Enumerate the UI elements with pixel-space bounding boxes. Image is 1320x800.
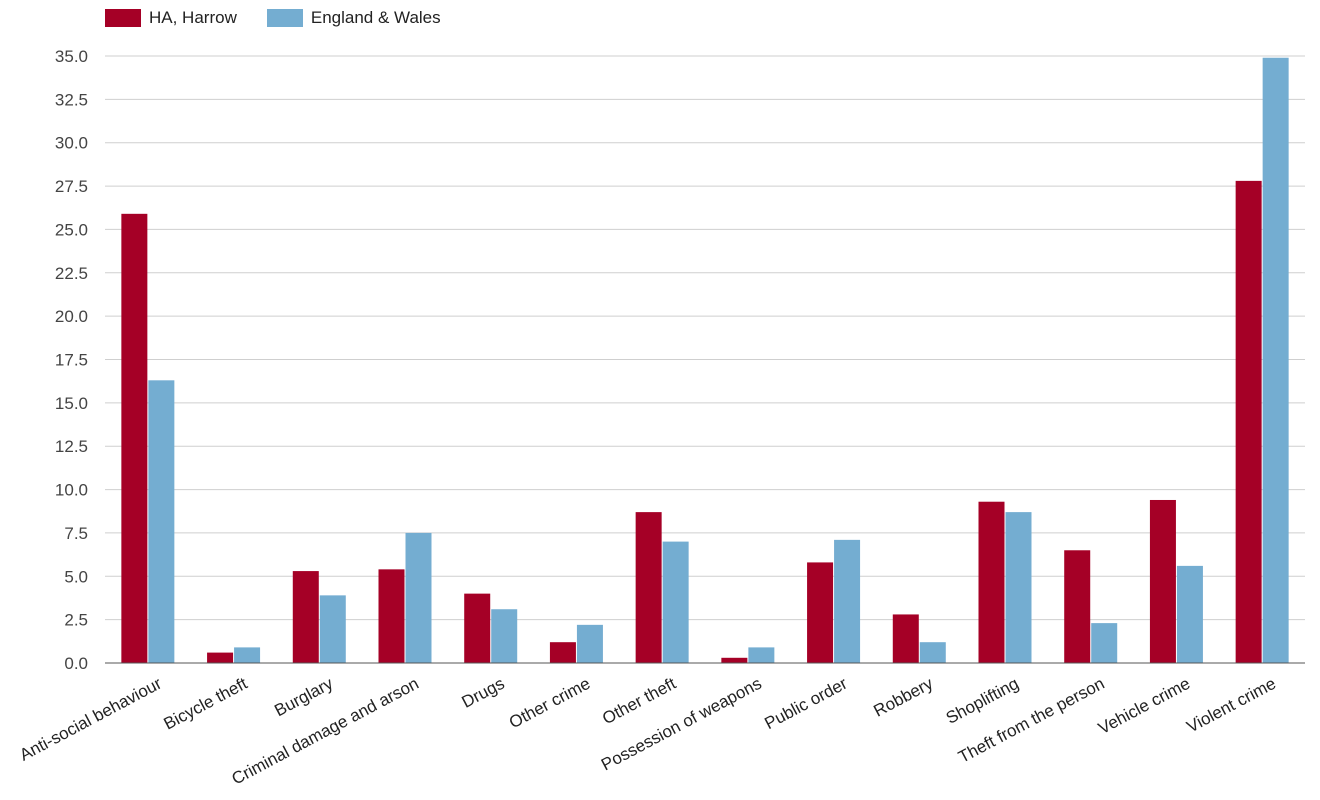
y-tick-label: 7.5 [64,524,88,543]
x-category-label: Vehicle crime [1095,674,1193,738]
legend-item-england-wales[interactable]: England & Wales [266,8,441,28]
bar-harrow [549,642,576,663]
y-tick-label: 5.0 [64,567,88,586]
bar-harrow [807,562,834,663]
x-category-label: Drugs [459,674,508,712]
x-category-label: Shoplifting [943,674,1022,728]
bar-england-wales [234,647,261,663]
legend: HA, Harrow England & Wales [105,8,441,28]
x-category-label: Burglary [271,674,336,721]
bar-harrow [721,657,748,663]
y-tick-label: 20.0 [55,307,88,326]
x-category-label: Bicycle theft [161,674,251,734]
y-tick-label: 35.0 [55,47,88,66]
bar-england-wales [319,595,346,663]
y-tick-label: 10.0 [55,481,88,500]
x-category-label: Other crime [506,674,593,732]
y-tick-label: 25.0 [55,220,88,239]
x-category-label: Theft from the person [955,674,1107,767]
y-tick-label: 15.0 [55,394,88,413]
y-tick-label: 17.5 [55,351,88,370]
y-tick-label: 22.5 [55,264,88,283]
bar-england-wales [834,539,861,663]
bar-harrow [1235,180,1262,663]
bar-harrow [292,571,319,663]
bar-england-wales [405,532,432,663]
bar-england-wales [748,647,775,663]
legend-swatch-england-wales [266,9,303,27]
bar-harrow [892,614,919,663]
bar-england-wales [148,380,175,663]
bar-harrow [1149,499,1176,663]
x-category-label: Robbery [871,674,937,721]
x-category-label: Anti-social behaviour [16,674,165,765]
bar-england-wales [491,609,518,663]
bar-england-wales [662,541,689,663]
y-tick-label: 30.0 [55,134,88,153]
y-tick-label: 32.5 [55,90,88,109]
x-category-label: Violent crime [1184,674,1279,737]
x-category-label: Public order [761,674,850,734]
y-tick-label: 0.0 [64,654,88,673]
bar-england-wales [919,642,946,663]
bar-england-wales [1005,512,1032,663]
bar-england-wales [1176,565,1203,663]
bar-england-wales [1091,623,1118,663]
bar-england-wales [1262,57,1289,663]
y-tick-label: 12.5 [55,437,88,456]
legend-label-england-wales: England & Wales [310,8,441,27]
legend-item-harrow[interactable]: HA, Harrow [105,8,237,28]
x-category-label: Possession of weapons [598,674,765,775]
bar-harrow [378,569,405,663]
legend-swatch-harrow [105,9,141,27]
y-tick-label: 2.5 [64,611,88,630]
bar-harrow [121,213,148,663]
y-tick-label: 27.5 [55,177,88,196]
bar-england-wales [576,624,603,663]
bar-harrow [978,501,1005,663]
bar-harrow [207,652,234,663]
bar-harrow [635,512,662,663]
bar-harrow [464,593,491,663]
legend-label-harrow: HA, Harrow [149,8,237,27]
bar-harrow [1064,550,1091,663]
